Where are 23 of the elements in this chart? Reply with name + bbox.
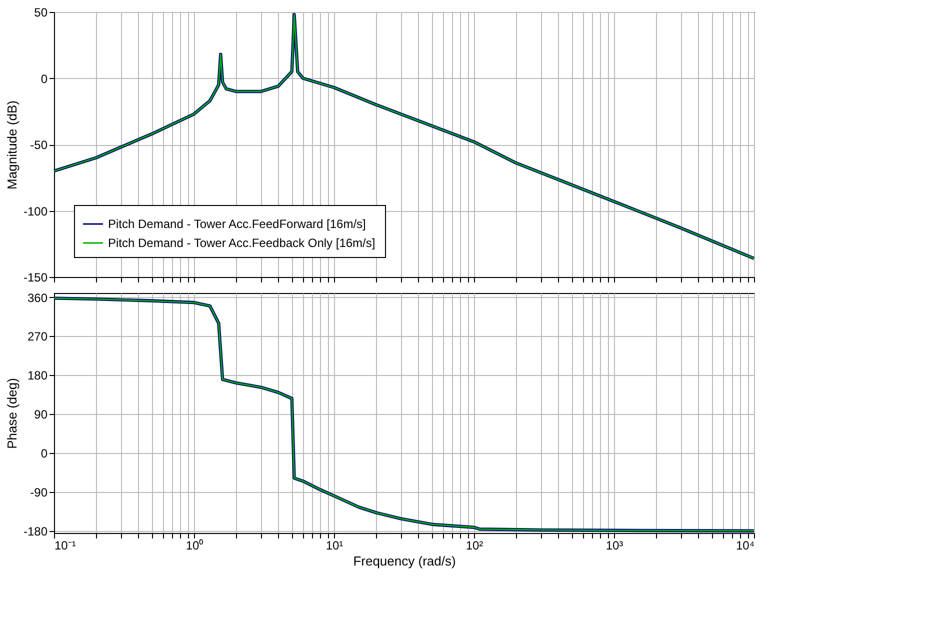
y-tick-label: 180 [27, 368, 48, 383]
x-tick-label: 10⁻¹ [54, 538, 76, 552]
y-tick-label: 270 [27, 330, 48, 344]
y-axis-title: Phase (deg) [4, 378, 20, 449]
x-tick-label: 10² [466, 538, 484, 552]
y-tick-label: -100 [23, 204, 48, 218]
x-tick-label: 10³ [606, 538, 624, 552]
x-tick-label: 10¹ [326, 538, 344, 552]
y-tick-label: -50 [30, 138, 48, 152]
x-tick-label: 10⁴ [736, 538, 754, 552]
y-tick-label: 90 [34, 408, 48, 422]
y-tick-label: -180 [23, 524, 48, 538]
y-tick-label: -150 [23, 270, 48, 284]
y-axis-title: Magnitude (dB) [4, 100, 20, 190]
x-tick-label: 10⁰ [186, 538, 204, 552]
y-tick-label: 0 [40, 446, 48, 460]
legend-label: Pitch Demand - Tower Acc.Feedback Only [16m/s] [108, 236, 376, 250]
y-tick-label: 360 [27, 290, 48, 305]
y-tick-label: -90 [30, 485, 48, 500]
y-tick-label: 50 [34, 6, 48, 20]
legend-label: Pitch Demand - Tower Acc.FeedForward [16m/s] [108, 217, 366, 231]
x-axis-title: Frequency (rad/s) [353, 554, 456, 568]
y-tick-label: 0 [40, 72, 48, 86]
